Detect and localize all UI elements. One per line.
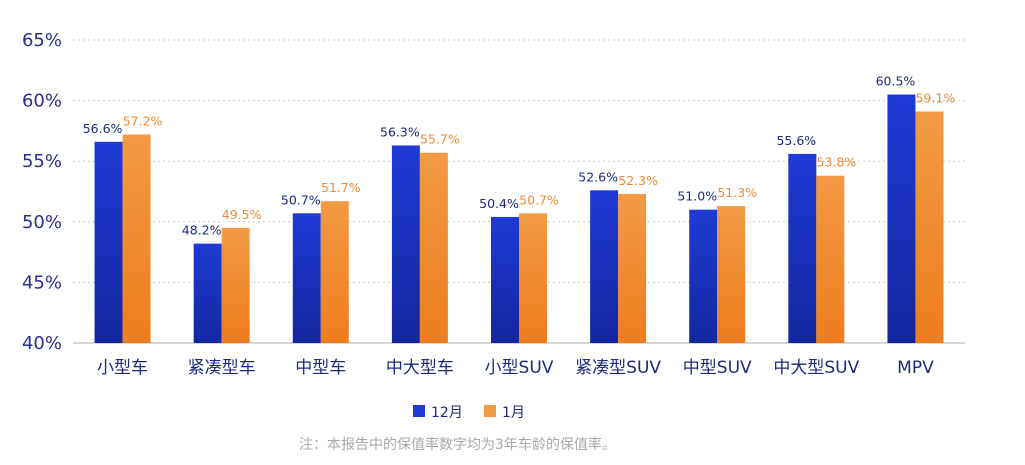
legend-label-dec: 12月	[431, 405, 463, 421]
y-tick-label: 45%	[22, 272, 62, 293]
data-label-dec-0: 56.6%	[83, 121, 123, 136]
bars	[94, 94, 944, 344]
x-tick-label: 紧凑型车	[188, 358, 256, 378]
data-label-dec-5: 52.6%	[578, 169, 618, 184]
data-label-dec-8: 60.5%	[876, 74, 916, 89]
y-tick-label: 40%	[22, 333, 62, 354]
bar-jan-4	[519, 213, 547, 343]
data-label-dec-1: 48.2%	[182, 223, 222, 238]
data-label-jan-1: 49.5%	[222, 207, 262, 222]
data-label-jan-3: 55.7%	[420, 132, 460, 147]
legend: 12月 1月	[413, 405, 525, 421]
bar-dec-4	[491, 216, 519, 343]
x-tick-label: MPV	[897, 358, 934, 378]
x-tick-label: 小型车	[97, 358, 148, 378]
data-label-jan-5: 52.3%	[618, 173, 658, 188]
data-label-jan-7: 53.8%	[816, 155, 856, 170]
data-label-jan-4: 50.7%	[519, 192, 559, 207]
x-tick-label: 中型SUV	[683, 358, 752, 378]
legend-label-jan: 1月	[502, 405, 525, 421]
bar-jan-5	[618, 193, 647, 343]
x-tick-label: 中型车	[295, 358, 346, 378]
data-label-jan-6: 51.3%	[717, 185, 757, 200]
data-labels: 56.6% 57.2%48.2%49.5%50.7%51.7%56.3% 55.7%…	[83, 74, 956, 238]
bar-dec-8	[887, 94, 916, 343]
footnote: 注：本报告中的保值率数字均为3年车龄的保值率。	[299, 436, 616, 453]
bar-jan-2	[320, 201, 349, 343]
bar-jan-8	[915, 111, 944, 344]
bar-jan-6	[717, 206, 746, 343]
bar-dec-0	[94, 141, 123, 343]
data-label-dec-3: 56.3%	[380, 124, 420, 139]
bar-jan-7	[816, 175, 845, 343]
data-label-dec-6: 51.0%	[677, 189, 717, 204]
bar-jan-0	[122, 134, 151, 343]
legend-swatch-jan	[484, 405, 496, 417]
bar-dec-5	[590, 190, 619, 343]
y-tick-label: 65%	[22, 30, 62, 51]
bar-dec-3	[391, 145, 420, 343]
y-tick-label: 50%	[22, 212, 62, 233]
y-tick-label: 60%	[22, 91, 62, 112]
data-label-jan-0: 57.2%	[123, 114, 163, 129]
bar-dec-6	[689, 209, 718, 343]
data-label-dec-4: 50.4%	[479, 196, 519, 211]
x-axis: 小型车 紧凑型车 中型车 中大型车 小型SUV 紧凑型SUV 中型SUV 中大型SUV MPV	[97, 358, 934, 378]
x-tick-label: 中大型车	[386, 358, 454, 378]
bar-jan-3	[419, 152, 448, 343]
data-label-dec-2: 50.7%	[281, 192, 321, 207]
y-axis: 40% 45% 50% 55% 60% 65%	[22, 30, 62, 354]
bar-dec-2	[292, 213, 321, 343]
bar-jan-1	[221, 227, 250, 343]
y-tick-label: 55%	[22, 151, 62, 172]
x-tick-label: 紧凑型SUV	[575, 358, 661, 378]
data-label-jan-2: 51.7%	[321, 180, 361, 195]
data-label-jan-8: 59.1%	[916, 91, 956, 106]
x-tick-label: 中大型SUV	[773, 358, 859, 378]
bar-dec-1	[193, 243, 222, 343]
legend-swatch-dec	[413, 405, 425, 417]
x-tick-label: 小型SUV	[485, 358, 554, 378]
bar-dec-7	[788, 153, 817, 343]
data-label-dec-7: 55.6%	[776, 133, 816, 148]
